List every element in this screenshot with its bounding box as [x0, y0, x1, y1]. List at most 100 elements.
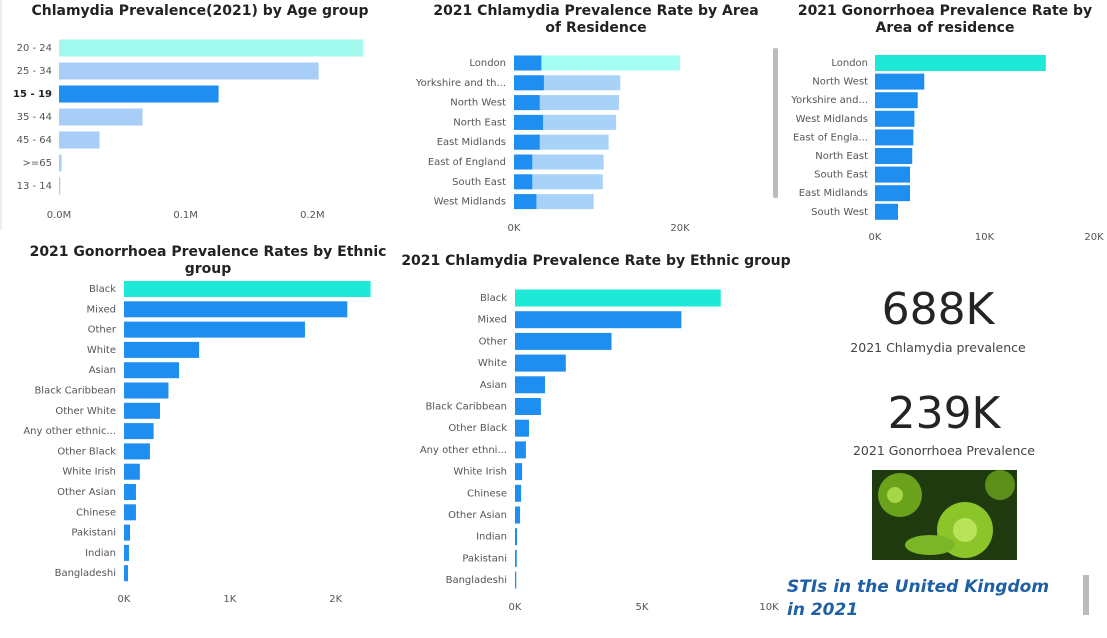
- bar: [875, 166, 911, 183]
- y-tick-label: Chinese: [76, 507, 116, 518]
- bar: [514, 114, 544, 130]
- y-tick-label: Asian: [89, 365, 116, 376]
- card-label: 2021 Chlamydia prevalence: [850, 340, 1026, 355]
- bar: [124, 382, 169, 399]
- scrollbar[interactable]: [1083, 575, 1089, 615]
- bar: [515, 484, 522, 502]
- bar: [124, 362, 180, 379]
- bar: [514, 194, 537, 210]
- y-tick-label: Bangladeshi: [446, 575, 507, 586]
- card-value: 688K: [881, 284, 995, 335]
- y-tick-label: Other: [479, 336, 508, 347]
- chart-title: Chlamydia Prevalence(2021) by Age group: [31, 3, 369, 19]
- bar: [514, 95, 619, 111]
- y-tick-label: Other White: [55, 406, 116, 417]
- bar: [875, 129, 914, 146]
- bar: [515, 441, 526, 459]
- y-tick-label: Any other ethnic...: [23, 426, 116, 437]
- y-tick-label: North East: [815, 151, 868, 162]
- bar: [515, 463, 523, 481]
- bar: [514, 75, 544, 91]
- y-tick-label: Mixed: [477, 315, 507, 326]
- y-tick-label: Bangladeshi: [55, 568, 116, 579]
- y-tick-label: Chinese: [467, 488, 507, 499]
- y-tick-label: Indian: [476, 532, 507, 543]
- bar: [124, 341, 200, 358]
- bar: [59, 85, 219, 103]
- bar: [124, 423, 154, 440]
- bar: [514, 134, 540, 150]
- bar: [514, 174, 603, 190]
- x-tick-label: 5K: [636, 602, 649, 613]
- bar: [514, 154, 533, 170]
- chart-title: 2021 Chlamydia Prevalence Rate by Ethnic…: [401, 253, 791, 269]
- y-tick-label: Asian: [480, 380, 507, 391]
- x-tick-label: 0.1M: [173, 210, 198, 221]
- x-tick-label: 20K: [1084, 232, 1104, 243]
- bar: [515, 332, 612, 350]
- y-tick-label: Yorkshire and th...: [415, 78, 506, 89]
- bar: [515, 311, 682, 329]
- y-tick-label: Pakistani: [71, 528, 116, 539]
- bar: [514, 154, 604, 170]
- y-tick-label: South East: [814, 170, 868, 181]
- x-tick-label: 0.2M: [300, 210, 325, 221]
- y-tick-label: White Irish: [62, 467, 116, 478]
- y-tick-label: 13 - 14: [17, 181, 52, 192]
- y-tick-label: South West: [811, 207, 868, 218]
- y-tick-label: 15 - 19: [13, 89, 52, 100]
- bar: [515, 376, 545, 394]
- y-tick-label: Black Caribbean: [425, 402, 507, 413]
- y-tick-label: 20 - 24: [17, 43, 52, 54]
- bar: [59, 131, 100, 149]
- y-tick-label: 25 - 34: [17, 66, 52, 77]
- bar: [515, 549, 517, 567]
- x-tick-label: 0K: [508, 223, 521, 234]
- bar: [59, 154, 62, 172]
- y-tick-label: White: [87, 345, 116, 356]
- bar: [515, 354, 566, 372]
- bar: [875, 92, 918, 109]
- scrollbar[interactable]: [773, 48, 778, 198]
- bar: [875, 203, 898, 220]
- y-tick-label: Other Black: [57, 446, 116, 457]
- y-tick-label: East Midlands: [799, 188, 868, 199]
- y-tick-label: East of Engla...: [793, 132, 868, 143]
- bar: [875, 148, 913, 164]
- bar: [875, 55, 1046, 71]
- bar: [875, 73, 925, 90]
- y-tick-label: >=65: [23, 158, 52, 169]
- y-tick-label: North West: [812, 77, 868, 88]
- x-tick-label: 2K: [329, 594, 342, 605]
- chart-title: 2021 Gonorrhoea Prevalence Rates by Ethn…: [29, 244, 387, 277]
- y-tick-label: Pakistani: [462, 553, 507, 564]
- bar: [515, 571, 517, 589]
- bar: [514, 55, 680, 71]
- y-tick-label: North West: [450, 98, 506, 109]
- y-tick-label: 45 - 64: [17, 135, 52, 146]
- y-tick-label: East of England: [428, 157, 506, 168]
- x-tick-label: 0.0M: [47, 210, 72, 221]
- bar: [515, 289, 721, 307]
- y-tick-label: Other Asian: [448, 510, 507, 521]
- bar: [124, 281, 371, 297]
- bar: [875, 185, 911, 202]
- x-tick-label: 0K: [869, 232, 882, 243]
- y-tick-label: North East: [453, 117, 506, 128]
- bar: [124, 484, 136, 500]
- y-tick-label: 35 - 44: [17, 112, 52, 123]
- bar: [124, 301, 348, 318]
- bar: [59, 177, 61, 195]
- card-value: 239K: [887, 388, 1001, 439]
- card-label: 2021 Gonorrhoea Prevalence: [852, 443, 1035, 458]
- y-tick-label: White Irish: [453, 467, 507, 478]
- y-tick-label: Black: [89, 284, 116, 295]
- bar: [124, 402, 160, 419]
- chart-title: 2021 Gonorrhoea Prevalence Rate by Area …: [797, 3, 1093, 36]
- bar: [514, 55, 542, 71]
- x-tick-label: 10K: [975, 232, 995, 243]
- bar: [59, 108, 143, 126]
- bar: [515, 419, 529, 437]
- footer-title: STIs in the United Kingdom in 2021: [787, 577, 1050, 620]
- x-tick-label: 20K: [670, 223, 690, 234]
